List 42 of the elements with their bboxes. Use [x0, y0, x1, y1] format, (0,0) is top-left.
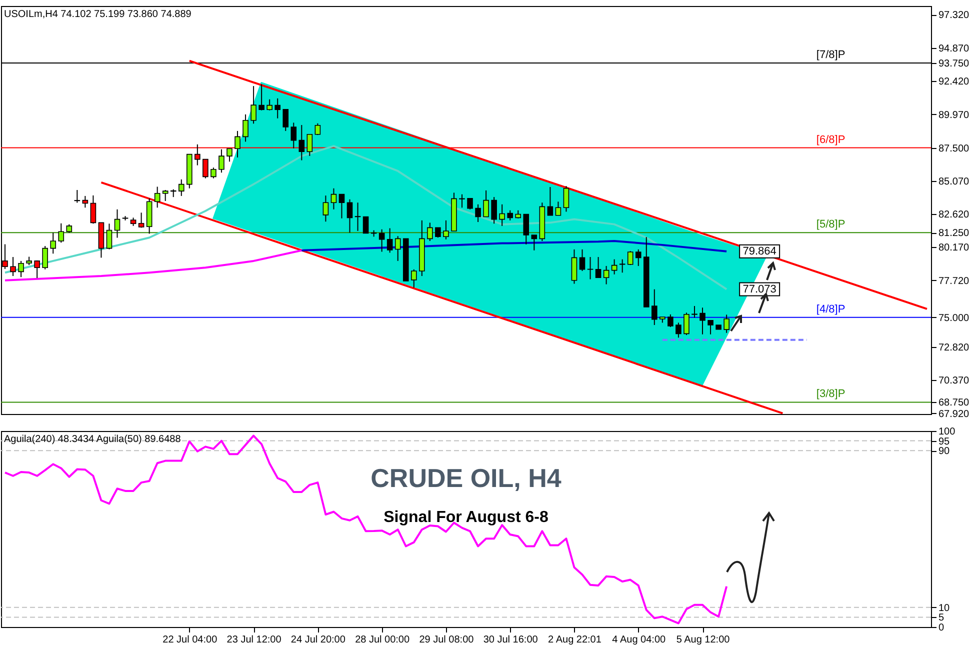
y-tick-label: 67.920 [938, 408, 970, 420]
y-tick-label: 82.620 [938, 210, 970, 221]
annotation: Aguila(240) 48.3434 Aguila(50) 89.6488 [4, 434, 182, 445]
x-tick-label: 24 Jul 20:00 [290, 634, 346, 646]
y-tick-label: 75.000 [938, 312, 970, 324]
annotation: 77.073 [742, 283, 776, 296]
x-tick-label: 4 Aug 04:00 [612, 634, 666, 646]
y-tick-label: 90 [938, 446, 950, 458]
y-tick-label: 97.320 [938, 10, 970, 22]
ref-line-label: [5/8]P [816, 218, 846, 231]
y-tick-label: 92.420 [938, 76, 970, 88]
ref-line-label: [4/8]P [816, 303, 846, 316]
x-tick-label: 23 Jul 12:00 [226, 634, 282, 646]
y-tick-label: 72.820 [938, 342, 970, 354]
ref-line-label: [6/8]P [816, 134, 846, 146]
y-tick-label: 87.500 [938, 143, 970, 154]
y-tick-label: 0 [938, 622, 944, 634]
y-tick-label: 95 [938, 436, 950, 448]
y-tick-label: 5 [938, 612, 944, 624]
y-tick-label: 93.750 [938, 58, 970, 70]
y-tick-label: 89.970 [938, 110, 970, 121]
y-tick-label: 70.370 [938, 376, 970, 387]
y-tick-label: 77.720 [938, 276, 970, 287]
x-tick-label: 5 Aug 12:00 [676, 634, 730, 646]
x-tick-label: 28 Jul 00:00 [355, 634, 410, 646]
annotation: USOILm,H4 74.102 75.199 73.860 74.889 [4, 9, 192, 20]
y-tick-label: 10 [938, 602, 950, 614]
ref-line-label: [7/8]P [816, 48, 846, 61]
x-tick-label: 29 Jul 08:00 [419, 634, 474, 646]
y-tick-label: 100 [938, 426, 956, 438]
annotation: 79.864 [742, 245, 776, 258]
x-tick-label: 30 Jul 16:00 [483, 634, 538, 646]
y-tick-label: 81.250 [938, 228, 970, 240]
x-tick-label: 2 Aug 22:01 [548, 634, 602, 646]
y-tick-label: 80.170 [938, 242, 970, 254]
y-tick-label: 68.750 [938, 398, 970, 409]
ref-line-label: [3/8]P [816, 388, 846, 400]
text: Signal For August 6-8 [384, 509, 548, 526]
y-tick-label: 85.070 [938, 176, 970, 188]
text: CRUDE OIL, H4 [370, 463, 562, 493]
x-tick-label: 22 Jul 04:00 [162, 634, 218, 646]
y-tick-label: 94.870 [938, 43, 970, 54]
